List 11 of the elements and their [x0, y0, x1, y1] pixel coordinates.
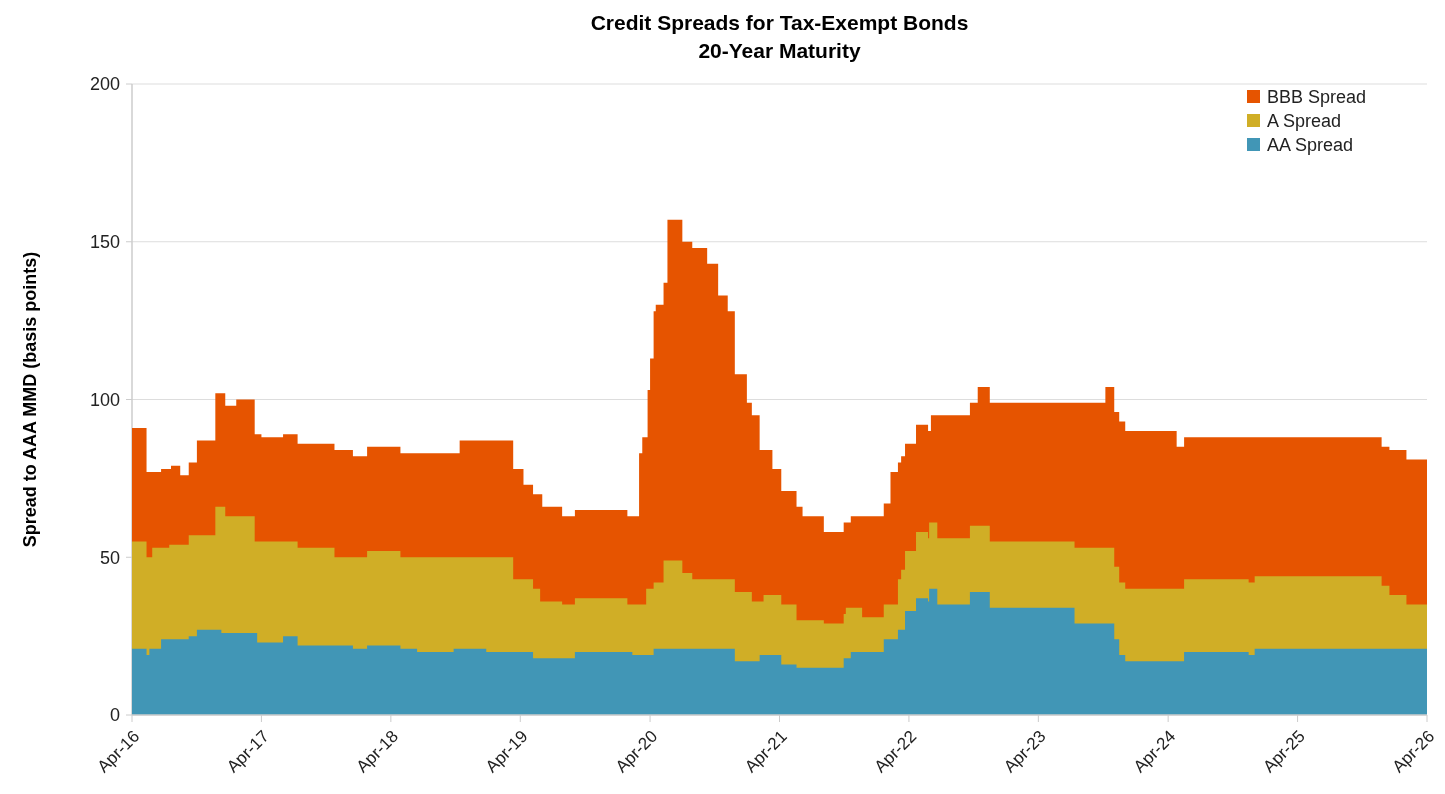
legend-label: AA Spread	[1267, 135, 1354, 156]
y-tick-label: 200	[89, 74, 120, 95]
y-tick-label: 0	[109, 705, 120, 726]
y-tick-label: 50	[99, 547, 120, 568]
y-axis-title: Spread to AAA MMD (basis points)	[20, 251, 40, 548]
chart-subtitle: 20-Year Maturity	[698, 39, 861, 62]
legend-label: BBB Spread	[1267, 87, 1367, 108]
chart-title: Credit Spreads for Tax-Exempt Bonds	[590, 11, 969, 34]
legend-label: A Spread	[1267, 111, 1342, 132]
y-tick-label: 150	[89, 232, 120, 253]
y-tick-label: 100	[89, 389, 120, 410]
